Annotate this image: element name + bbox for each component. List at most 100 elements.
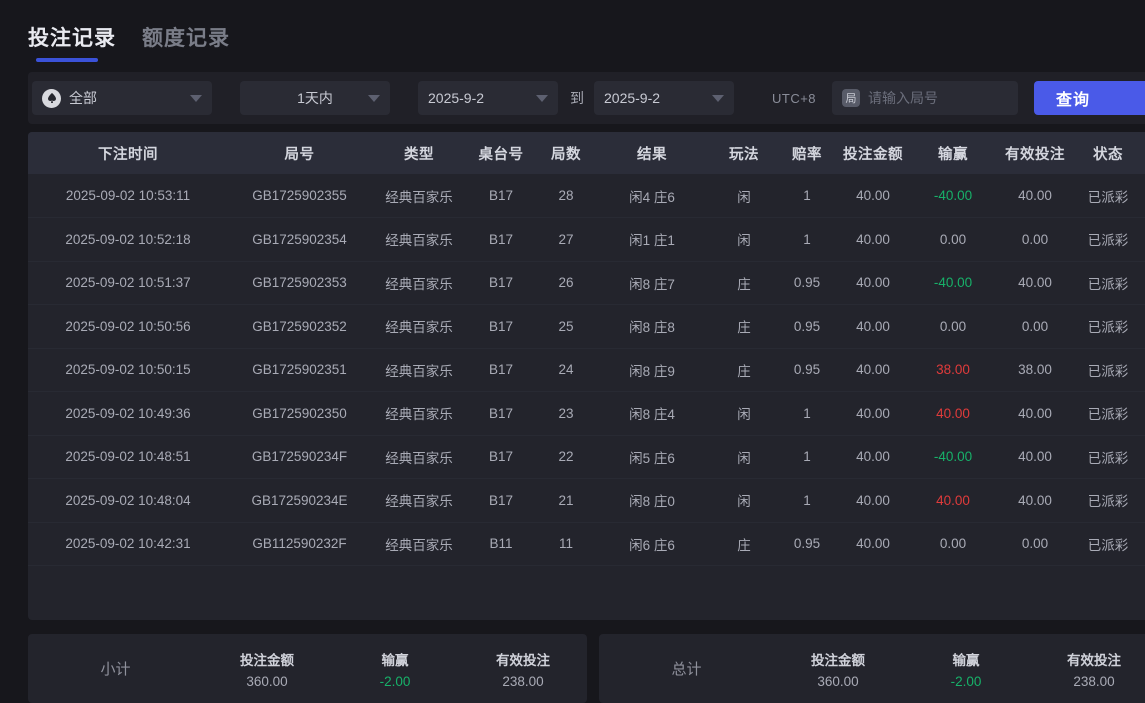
chevron-down-icon <box>368 94 380 102</box>
total-bet-amount-value: 360.00 <box>817 673 859 689</box>
date-from-value: 2025-9-2 <box>428 90 485 106</box>
cell-valid-bet: 40.00 <box>993 478 1077 523</box>
cell-table-no: B17 <box>467 348 535 392</box>
cell-game-count: 28 <box>535 174 597 218</box>
tab-betting-records[interactable]: 投注记录 <box>28 22 116 62</box>
table-row[interactable]: 2025-09-02 10:52:18 GB1725902354 经典百家乐 B17 2… <box>28 217 1145 262</box>
cell-game-type: 经典百家乐 <box>371 217 467 262</box>
total-valid-bet-value: 238.00 <box>1073 673 1115 689</box>
cell-play-type: 庄 <box>707 304 781 349</box>
cell-valid-bet: 40.00 <box>993 435 1077 479</box>
table-body: 2025-09-02 10:53:11 GB1725902355 经典百家乐 B17 2… <box>28 174 1145 566</box>
query-button[interactable]: 查询 <box>1034 81 1145 115</box>
cell-win-loss: 38.00 <box>913 348 993 392</box>
table-row[interactable]: 2025-09-02 10:50:56 GB1725902352 经典百家乐 B17 2… <box>28 304 1145 349</box>
cell-game-type: 经典百家乐 <box>371 435 467 479</box>
tab-credit-records[interactable]: 额度记录 <box>142 22 230 62</box>
tab-bar: 投注记录 额度记录 <box>0 0 1145 62</box>
cell-valid-bet: 0.00 <box>993 304 1077 349</box>
cell-valid-bet: 40.00 <box>993 391 1077 436</box>
cell-result: 闲8 庄4 <box>597 391 707 436</box>
cell-play-type: 庄 <box>707 348 781 392</box>
total-valid-bet-label: 有效投注 <box>1067 652 1121 668</box>
cell-round-no: GB1725902353 <box>228 261 371 305</box>
cell-result: 闲8 庄8 <box>597 304 707 349</box>
col-odds: 赔率 <box>781 132 833 174</box>
table-row[interactable]: 2025-09-02 10:50:15 GB1725902351 经典百家乐 B17 2… <box>28 348 1145 392</box>
total-win-loss-label: 输赢 <box>952 652 980 668</box>
subtotal-valid-bet: 有效投注 238.00 <box>459 649 587 689</box>
cell-win-loss: 40.00 <box>913 478 993 523</box>
cell-bet-amount: 40.00 <box>833 348 913 392</box>
chevron-down-icon <box>190 94 202 102</box>
cell-round-no: GB1725902355 <box>228 174 371 218</box>
cell-valid-bet: 0.00 <box>993 217 1077 262</box>
table-row[interactable]: 2025-09-02 10:51:37 GB1725902353 经典百家乐 B17 2… <box>28 261 1145 305</box>
cell-bet-amount: 40.00 <box>833 174 913 218</box>
table-row[interactable]: 2025-09-02 10:49:36 GB1725902350 经典百家乐 B17 2… <box>28 391 1145 436</box>
cell-table-no: B17 <box>467 174 535 218</box>
cell-odds: 1 <box>781 478 833 523</box>
date-to-select[interactable]: 2025-9-2 <box>594 81 734 115</box>
game-type-select[interactable]: 全部 <box>32 81 212 115</box>
cell-game-type: 经典百家乐 <box>371 348 467 392</box>
cell-play-type: 闲 <box>707 174 781 218</box>
cell-bet-time: 2025-09-02 10:53:11 <box>28 174 228 218</box>
col-bet-time: 下注时间 <box>28 132 228 174</box>
cell-odds: 0.95 <box>781 348 833 392</box>
time-range-select[interactable]: 1天内 <box>240 81 390 115</box>
records-table: 下注时间 局号 类型 桌台号 局数 结果 玩法 赔率 投注金额 输赢 有效投注 … <box>28 132 1145 566</box>
table-row[interactable]: 2025-09-02 10:48:04 GB172590234E 经典百家乐 B17 2… <box>28 478 1145 523</box>
subtotal-win-loss: 输赢 -2.00 <box>331 649 459 689</box>
cell-game-type: 经典百家乐 <box>371 522 467 566</box>
cell-game-count: 21 <box>535 478 597 523</box>
subtotal-bet-amount-label: 投注金额 <box>240 652 294 668</box>
cell-bet-amount: 40.00 <box>833 435 913 479</box>
col-game-count: 局数 <box>535 132 597 174</box>
cell-game-mode: 入座 <box>1139 217 1145 262</box>
cell-odds: 1 <box>781 435 833 479</box>
totals-footer: 小计 投注金额 360.00 输赢 -2.00 有效投注 238.00 总计 投… <box>28 634 1145 703</box>
cell-play-type: 庄 <box>707 522 781 566</box>
date-from-select[interactable]: 2025-9-2 <box>418 81 558 115</box>
total-win-loss-value: -2.00 <box>950 673 982 689</box>
total-valid-bet: 有效投注 238.00 <box>1030 649 1145 689</box>
round-search-input[interactable] <box>868 90 1009 106</box>
tab-betting-records-label: 投注记录 <box>28 27 116 50</box>
table-row[interactable]: 2025-09-02 10:53:11 GB1725902355 经典百家乐 B17 2… <box>28 174 1145 218</box>
col-win-loss: 输赢 <box>913 132 993 174</box>
cell-status: 已派彩 <box>1077 478 1139 523</box>
cell-result: 闲8 庄9 <box>597 348 707 392</box>
cell-bet-time: 2025-09-02 10:52:18 <box>28 217 228 262</box>
cell-valid-bet: 40.00 <box>993 261 1077 305</box>
cell-game-mode: 入座 <box>1139 435 1145 479</box>
spade-icon <box>42 88 61 108</box>
cell-status: 已派彩 <box>1077 435 1139 479</box>
cell-valid-bet: 0.00 <box>993 522 1077 566</box>
cell-bet-time: 2025-09-02 10:50:56 <box>28 304 228 349</box>
total-bet-amount: 投注金额 360.00 <box>774 649 902 689</box>
cell-table-no: B17 <box>467 261 535 305</box>
cell-odds: 0.95 <box>781 261 833 305</box>
date-to-value: 2025-9-2 <box>604 90 661 106</box>
cell-play-type: 闲 <box>707 217 781 262</box>
cell-game-count: 27 <box>535 217 597 262</box>
cell-status: 已派彩 <box>1077 391 1139 436</box>
cell-win-loss: 40.00 <box>913 391 993 436</box>
cell-play-type: 闲 <box>707 435 781 479</box>
round-badge-icon: 局 <box>842 89 861 107</box>
cell-game-count: 26 <box>535 261 597 305</box>
cell-table-no: B17 <box>467 391 535 436</box>
cell-table-no: B17 <box>467 478 535 523</box>
table-row[interactable]: 2025-09-02 10:42:31 GB112590232F 经典百家乐 B11 1… <box>28 522 1145 566</box>
tab-active-underline <box>36 58 98 62</box>
subtotal-win-loss-label: 输赢 <box>381 652 409 668</box>
game-type-value: 全部 <box>69 90 97 106</box>
round-search-box[interactable]: 局 <box>832 81 1019 115</box>
col-game-mode: 游戏模式 <box>1139 132 1145 174</box>
cell-play-type: 闲 <box>707 391 781 436</box>
cell-play-type: 闲 <box>707 478 781 523</box>
total-win-loss: 输赢 -2.00 <box>902 649 1030 689</box>
table-row[interactable]: 2025-09-02 10:48:51 GB172590234F 经典百家乐 B17 2… <box>28 435 1145 479</box>
col-round-no: 局号 <box>228 132 371 174</box>
